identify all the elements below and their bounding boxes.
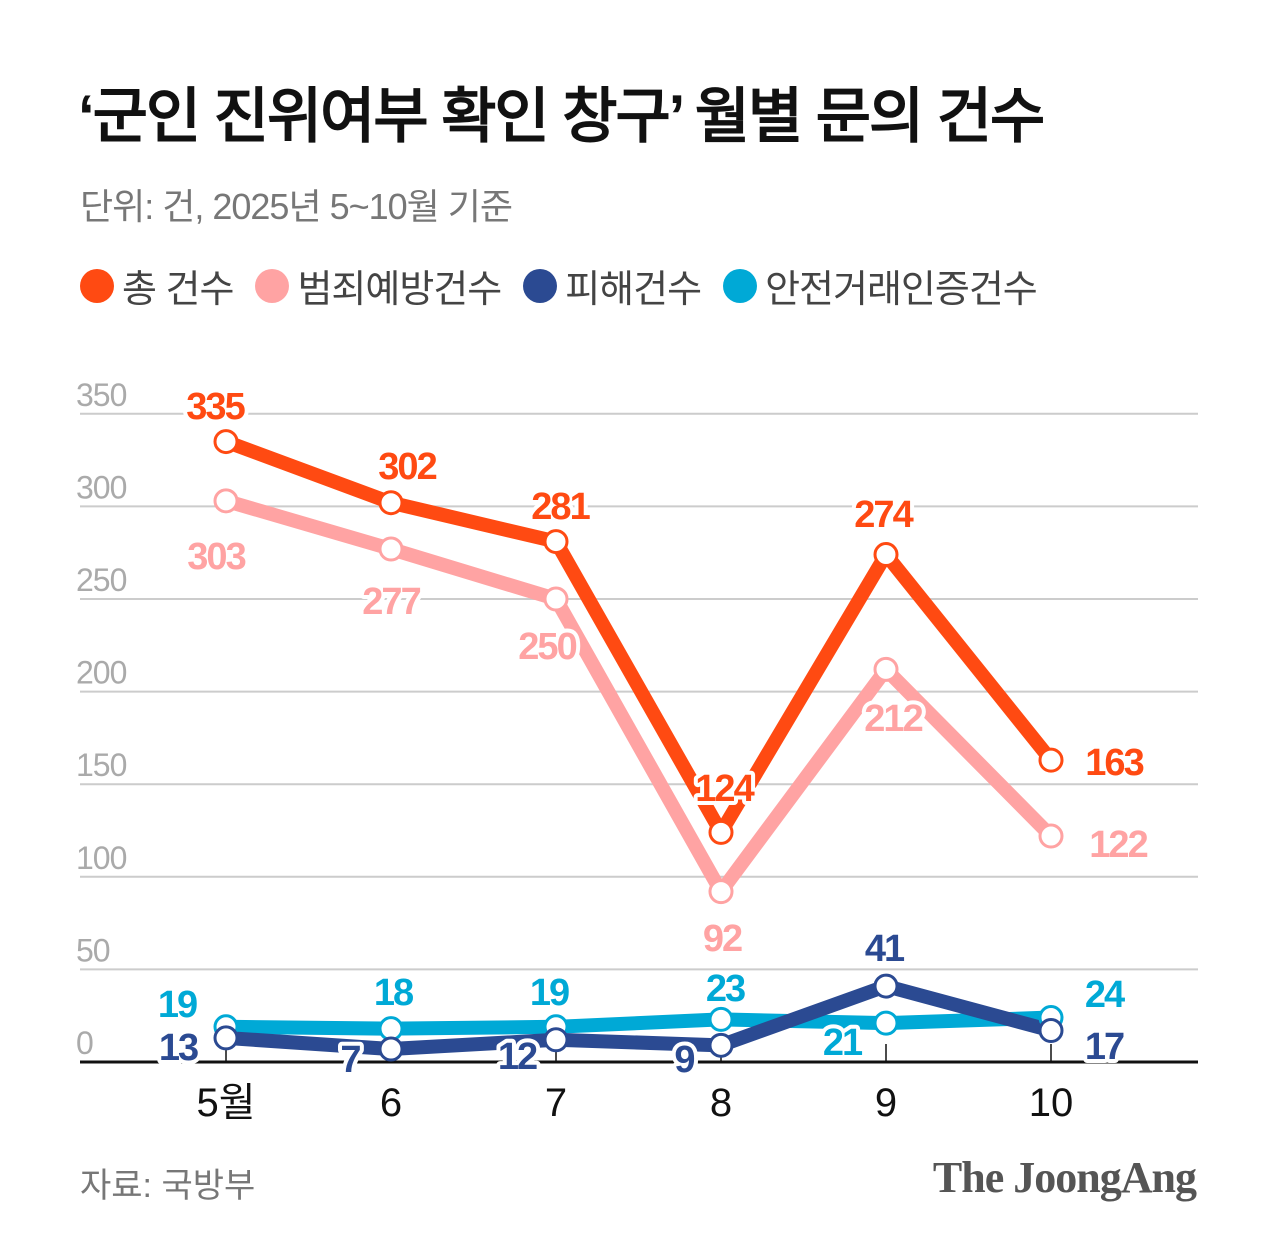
data-point — [1038, 1018, 1064, 1044]
data-point — [708, 1006, 734, 1032]
data-label: 277 — [362, 581, 420, 623]
data-label: 212 — [864, 698, 922, 740]
data-label: 13 — [159, 1027, 198, 1069]
legend-label: 안전거래인증건수 — [765, 269, 1038, 311]
y-tick-label: 50 — [76, 932, 110, 968]
data-label: 41 — [865, 928, 905, 970]
legend-dot-icon — [723, 268, 758, 303]
y-tick-label: 200 — [76, 655, 127, 691]
data-label: 274 — [854, 494, 913, 536]
data-label: 19 — [530, 972, 569, 1014]
data-point — [378, 490, 404, 516]
legend-item-total: 총 건수 — [80, 258, 234, 313]
chart-subtitle: 단위: 건, 2025년 5~10월 기준 — [80, 186, 513, 227]
data-point — [1038, 823, 1064, 849]
data-label: 17 — [1085, 1026, 1124, 1068]
data-point — [708, 819, 734, 845]
legend-dot-icon — [255, 268, 290, 303]
legend-dot-icon — [523, 268, 558, 303]
series-line-3 — [225, 1010, 1052, 1036]
data-point — [708, 1032, 734, 1058]
data-label: 9 — [674, 1039, 694, 1081]
legend-label: 범죄예방건수 — [297, 269, 502, 311]
data-point — [378, 536, 404, 562]
data-point — [378, 1036, 404, 1062]
data-label: 12 — [498, 1036, 537, 1078]
x-tick-label: 7 — [545, 1081, 567, 1125]
data-label: 24 — [1085, 974, 1125, 1016]
data-label: 19 — [158, 984, 197, 1026]
data-label: 250 — [518, 626, 576, 668]
data-point — [213, 488, 239, 514]
data-label: 7 — [340, 1039, 360, 1081]
data-point — [543, 586, 569, 612]
x-tick-label: 9 — [875, 1081, 897, 1125]
data-label: 122 — [1089, 824, 1147, 866]
data-label: 23 — [706, 968, 745, 1010]
legend: 총 건수 범죄예방건수 피해건수 안전거래인증건수 — [80, 258, 1038, 313]
data-label: 124 — [695, 768, 754, 810]
x-tick-label: 6 — [380, 1081, 402, 1125]
legend-label: 피해건수 — [565, 269, 702, 311]
x-tick-label: 5월 — [196, 1081, 255, 1125]
series-line-0 — [223, 435, 1057, 840]
legend-dot-icon — [80, 268, 114, 303]
y-tick-label: 150 — [76, 747, 127, 783]
y-tick-label: 300 — [76, 469, 127, 505]
data-label: 303 — [187, 536, 245, 578]
data-point — [873, 973, 899, 999]
x-tick-label: 8 — [710, 1081, 732, 1125]
x-tick-label: 10 — [1029, 1081, 1074, 1125]
data-point — [543, 1027, 569, 1053]
legend-label: 총 건수 — [122, 269, 234, 311]
data-point — [213, 429, 239, 455]
data-point — [1038, 747, 1064, 773]
y-tick-label: 250 — [76, 562, 127, 598]
data-label: 21 — [823, 1022, 863, 1064]
data-point — [213, 1025, 239, 1051]
data-label: 281 — [531, 486, 590, 528]
legend-item-safe-trade: 안전거래인증건수 — [723, 258, 1038, 313]
data-point — [873, 656, 899, 682]
y-tick-label: 100 — [76, 840, 127, 876]
data-point — [873, 542, 899, 568]
data-label: 335 — [186, 386, 245, 428]
data-label: 18 — [374, 972, 413, 1014]
data-point — [708, 879, 734, 905]
data-point — [543, 529, 569, 555]
data-point — [873, 1010, 899, 1036]
y-tick-label: 350 — [76, 377, 127, 413]
data-point — [378, 1016, 404, 1042]
legend-item-damage: 피해건수 — [523, 258, 702, 313]
source-note: 자료: 국방부 — [80, 1167, 256, 1205]
data-label: 92 — [703, 918, 742, 960]
legend-item-prevention: 범죄예방건수 — [255, 258, 502, 313]
data-label: 302 — [378, 446, 436, 488]
y-tick-label: 0 — [76, 1025, 93, 1061]
data-label: 163 — [1085, 742, 1143, 784]
series-line-2 — [225, 979, 1053, 1057]
series-line-1 — [224, 494, 1056, 899]
chart-title: ‘군인 진위여부 확인 창구’ 월별 문의 건수 — [78, 83, 1045, 150]
brand-logo: The JoongAng — [932, 1153, 1197, 1202]
